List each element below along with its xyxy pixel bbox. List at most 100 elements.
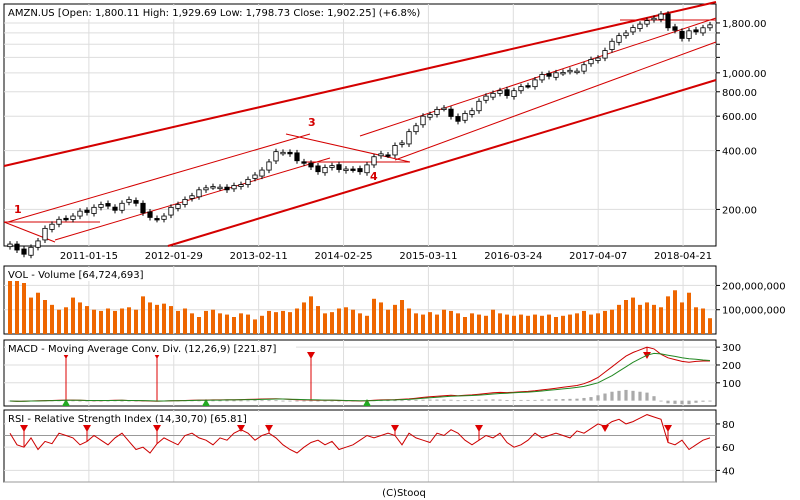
candle-body <box>658 13 664 20</box>
volume-bar <box>169 306 173 334</box>
candle-body <box>462 113 468 121</box>
rsi-overbought-marker <box>664 425 672 432</box>
price-y-tick-label: 1,000.00 <box>722 69 767 80</box>
volume-bar <box>197 317 201 334</box>
candle-body <box>35 240 41 248</box>
volume-y-tick-label: 100,000,000 <box>722 306 786 317</box>
volume-panel: VOL - Volume [64,724,693] 100,000,000 200… <box>3 265 786 335</box>
macd-histogram-bar <box>491 399 495 401</box>
macd-histogram-bar <box>267 400 271 402</box>
candle-body <box>315 165 321 173</box>
channel-2-upper <box>359 17 717 137</box>
candle-body <box>42 227 48 241</box>
volume-bar <box>512 315 516 334</box>
macd-histogram-bar <box>568 398 572 401</box>
volume-bar <box>29 297 33 334</box>
candle-body <box>707 24 713 29</box>
buy-signal-marker <box>363 399 371 406</box>
volume-bar <box>610 309 614 334</box>
macd-histogram-bar <box>624 389 628 401</box>
candle-body <box>56 218 62 225</box>
volume-bar <box>694 307 698 334</box>
volume-bar <box>337 308 341 334</box>
volume-bar <box>645 302 649 334</box>
volume-bar <box>15 275 19 334</box>
macd-histogram-bar <box>575 398 579 401</box>
volume-bar <box>22 283 26 334</box>
macd-histogram-bar <box>414 399 418 401</box>
candle-body <box>588 59 594 65</box>
price-y-tick-label: 200.00 <box>722 205 757 216</box>
macd-histogram-bar <box>673 400 677 404</box>
macd-histogram-bar <box>610 391 614 401</box>
candle-body <box>245 178 251 185</box>
volume-bar <box>57 309 61 334</box>
macd-histogram-bar <box>512 400 516 401</box>
macd-histogram-bar <box>477 399 481 401</box>
price-x-tick-label: 2018-04-21 <box>654 251 712 262</box>
candle-body <box>161 215 167 220</box>
candle-body <box>476 100 482 112</box>
annotation-4: 4 <box>370 170 378 183</box>
macd-histogram-bar <box>582 397 586 401</box>
volume-bar <box>183 308 187 334</box>
volume-bar <box>288 312 292 334</box>
candle-body <box>98 204 104 208</box>
volume-bar <box>666 296 670 334</box>
volume-bar <box>659 307 663 334</box>
rsi-panel: RSI - Relative Strength Index (14,30,70)… <box>3 409 735 483</box>
candle-body <box>448 108 454 117</box>
signal-line <box>9 352 711 402</box>
volume-bar <box>43 300 47 334</box>
macd-histogram-bar <box>407 400 411 401</box>
macd-histogram-bar <box>239 400 243 402</box>
macd-histogram-bar <box>631 390 635 401</box>
candle-body <box>91 206 97 214</box>
volume-bar <box>344 307 348 334</box>
candle-body <box>616 35 622 43</box>
candle-body <box>133 200 139 204</box>
price-x-tick-label: 2016-03-24 <box>484 251 542 262</box>
candle-body <box>378 153 384 157</box>
candle-body <box>203 187 209 191</box>
price-y-tick-label: 600.00 <box>722 112 757 123</box>
macd-histogram-bar <box>253 400 257 402</box>
volume-bar <box>393 304 397 334</box>
macd-y-tick-label: 200 <box>722 361 741 372</box>
macd-histogram-bar <box>526 399 530 401</box>
macd-histogram-bar <box>295 400 299 402</box>
macd-histogram-bar <box>505 400 509 401</box>
candle-body <box>7 243 13 248</box>
price-y-tick-label: 400.00 <box>722 147 757 158</box>
candle-body <box>112 206 118 211</box>
macd-histogram-bar <box>617 390 621 401</box>
candle-body <box>63 217 69 221</box>
volume-bar <box>456 313 460 334</box>
volume-bar <box>701 308 705 334</box>
volume-bar <box>498 313 502 334</box>
price-y-tick-label: 1,800.00 <box>722 19 767 30</box>
candle-body <box>497 90 503 94</box>
candle-body <box>406 131 412 145</box>
volume-bar <box>617 304 621 334</box>
volume-bar <box>407 308 411 334</box>
price-x-tick-label: 2015-03-11 <box>399 251 457 262</box>
volume-bar <box>582 310 586 334</box>
candle-body <box>105 203 111 207</box>
volume-bar <box>302 302 306 334</box>
volume-bar <box>379 302 383 334</box>
macd-histogram-bar <box>596 395 600 401</box>
annotation-3: 3 <box>308 116 316 129</box>
macd-histogram-bar <box>603 393 607 401</box>
price-x-tick-label: 2013-02-11 <box>230 251 288 262</box>
volume-bar <box>232 317 236 334</box>
volume-bar <box>484 315 488 334</box>
volume-bar <box>253 319 257 334</box>
volume-bar <box>323 313 327 334</box>
rsi-overbought-marker <box>83 425 91 432</box>
candle-body <box>175 204 181 209</box>
candle-body <box>266 161 272 171</box>
candle-body <box>546 73 552 77</box>
candle-body <box>147 211 153 218</box>
volume-bar <box>652 304 656 334</box>
